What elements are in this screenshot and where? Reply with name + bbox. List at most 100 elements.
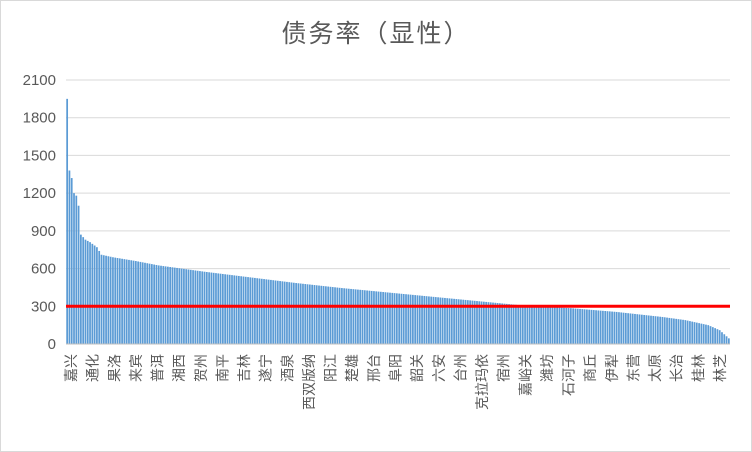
bar	[569, 308, 572, 344]
bar	[693, 322, 696, 344]
bar	[485, 301, 488, 344]
bar	[469, 300, 471, 344]
bar	[583, 309, 586, 344]
bar	[150, 264, 153, 344]
bar	[311, 284, 314, 344]
bar	[425, 296, 428, 344]
bar	[116, 258, 119, 344]
bar	[141, 262, 144, 344]
bar	[313, 285, 316, 344]
bar	[98, 250, 101, 344]
y-tick-label: 300	[31, 298, 56, 315]
x-tick-label: 克拉玛依	[475, 354, 491, 410]
x-tick-label: 林芝	[713, 354, 729, 382]
bar	[586, 309, 588, 344]
bar	[444, 297, 446, 344]
bar	[535, 306, 538, 344]
x-tick-label: 嘉兴	[64, 354, 80, 382]
x-tick-label: 石河子	[562, 354, 578, 396]
bar	[102, 255, 105, 344]
bar	[716, 329, 719, 344]
bar	[354, 289, 357, 344]
bar	[237, 275, 240, 344]
bar	[670, 318, 673, 344]
bar	[521, 305, 524, 344]
bar	[489, 302, 492, 344]
bar	[350, 288, 352, 344]
bar	[622, 312, 625, 344]
bar	[134, 261, 137, 344]
bar	[352, 289, 355, 344]
bar	[466, 300, 469, 344]
bar	[627, 313, 629, 344]
y-tick-label: 0	[48, 336, 56, 353]
y-tick-label: 1200	[23, 185, 56, 202]
bar	[574, 308, 577, 344]
bar	[118, 258, 121, 344]
bar	[286, 281, 288, 344]
bar	[634, 313, 636, 344]
bar	[615, 311, 618, 344]
y-tick-label: 600	[31, 261, 56, 278]
bar	[109, 256, 112, 344]
bar	[510, 304, 513, 344]
bar	[107, 256, 110, 344]
bar	[714, 328, 716, 344]
bar	[320, 285, 323, 344]
x-tick-label: 伊犁	[605, 354, 621, 382]
x-tick-label: 潍坊	[540, 354, 556, 382]
bar	[84, 239, 87, 344]
bar	[636, 314, 639, 344]
bar	[308, 284, 311, 344]
x-tick-label: 湘西	[172, 354, 188, 382]
bar	[315, 285, 318, 344]
bar	[437, 297, 439, 344]
bar	[334, 287, 336, 344]
bar	[549, 307, 552, 344]
bar	[235, 275, 238, 344]
bar	[675, 318, 678, 344]
bar	[640, 314, 643, 344]
bar	[409, 294, 412, 344]
bar	[533, 306, 536, 344]
bar	[322, 286, 325, 344]
bar	[86, 240, 89, 344]
bar	[650, 315, 652, 344]
bar	[114, 257, 117, 344]
bar	[148, 263, 151, 344]
bar	[659, 316, 662, 344]
bar	[652, 315, 655, 344]
bar	[260, 278, 263, 344]
y-tick-label: 900	[31, 223, 56, 240]
x-tick-label: 邢台	[367, 354, 383, 382]
bar	[270, 279, 272, 344]
bar	[478, 301, 481, 344]
bar	[673, 318, 675, 344]
bar	[368, 290, 371, 344]
x-tick-label: 宿州	[496, 354, 513, 382]
bar	[689, 321, 691, 344]
bar	[679, 319, 682, 344]
bar	[599, 310, 602, 344]
bar	[272, 280, 275, 344]
bar	[711, 327, 714, 344]
x-tick-label: 东营	[626, 354, 642, 382]
bar	[707, 325, 710, 344]
bar	[123, 259, 126, 344]
x-tick-label: 南平	[215, 354, 231, 382]
bar	[508, 304, 510, 344]
bar	[290, 282, 293, 344]
bar	[450, 298, 453, 344]
bar	[382, 292, 384, 344]
bar	[618, 312, 620, 344]
x-tick-label: 西双版纳	[302, 354, 318, 410]
bar	[595, 310, 597, 344]
bar	[128, 259, 130, 344]
bar	[249, 277, 252, 344]
bar	[482, 301, 485, 344]
bar	[66, 98, 69, 344]
bar	[256, 278, 259, 344]
bar	[540, 306, 542, 344]
bar	[572, 308, 575, 344]
